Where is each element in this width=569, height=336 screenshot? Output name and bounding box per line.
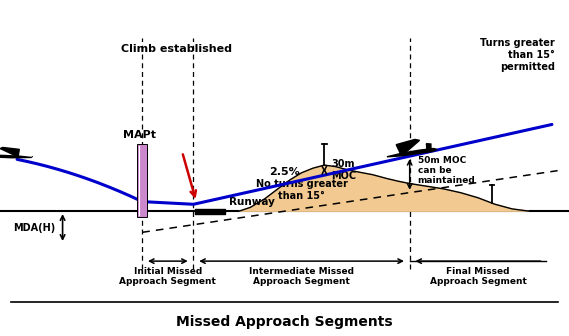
Text: Intermediate Missed
Approach Segment: Intermediate Missed Approach Segment: [249, 267, 354, 286]
Polygon shape: [0, 148, 19, 156]
Text: 30m
MOC: 30m MOC: [331, 159, 356, 181]
Text: Turns greater
than 15°
permitted: Turns greater than 15° permitted: [480, 38, 555, 72]
Text: Initial Missed
Approach Segment: Initial Missed Approach Segment: [119, 267, 216, 286]
Polygon shape: [239, 165, 529, 211]
Text: Missed Approach Segments: Missed Approach Segments: [176, 315, 393, 329]
Polygon shape: [387, 149, 437, 157]
Text: MDA(H): MDA(H): [14, 223, 56, 233]
Text: Climb established: Climb established: [121, 44, 232, 54]
Bar: [137, 144, 147, 217]
Text: No turns greater
than 15°: No turns greater than 15°: [255, 179, 348, 201]
Text: Final Missed
Approach Segment: Final Missed Approach Segment: [430, 267, 526, 286]
Text: 2.5%: 2.5%: [269, 167, 300, 177]
Polygon shape: [0, 155, 31, 158]
Polygon shape: [426, 144, 431, 150]
Polygon shape: [396, 139, 419, 154]
Text: 50m MOC
can be
maintained: 50m MOC can be maintained: [418, 156, 475, 185]
Text: Runway: Runway: [229, 197, 275, 207]
Text: MAPt: MAPt: [123, 130, 156, 140]
